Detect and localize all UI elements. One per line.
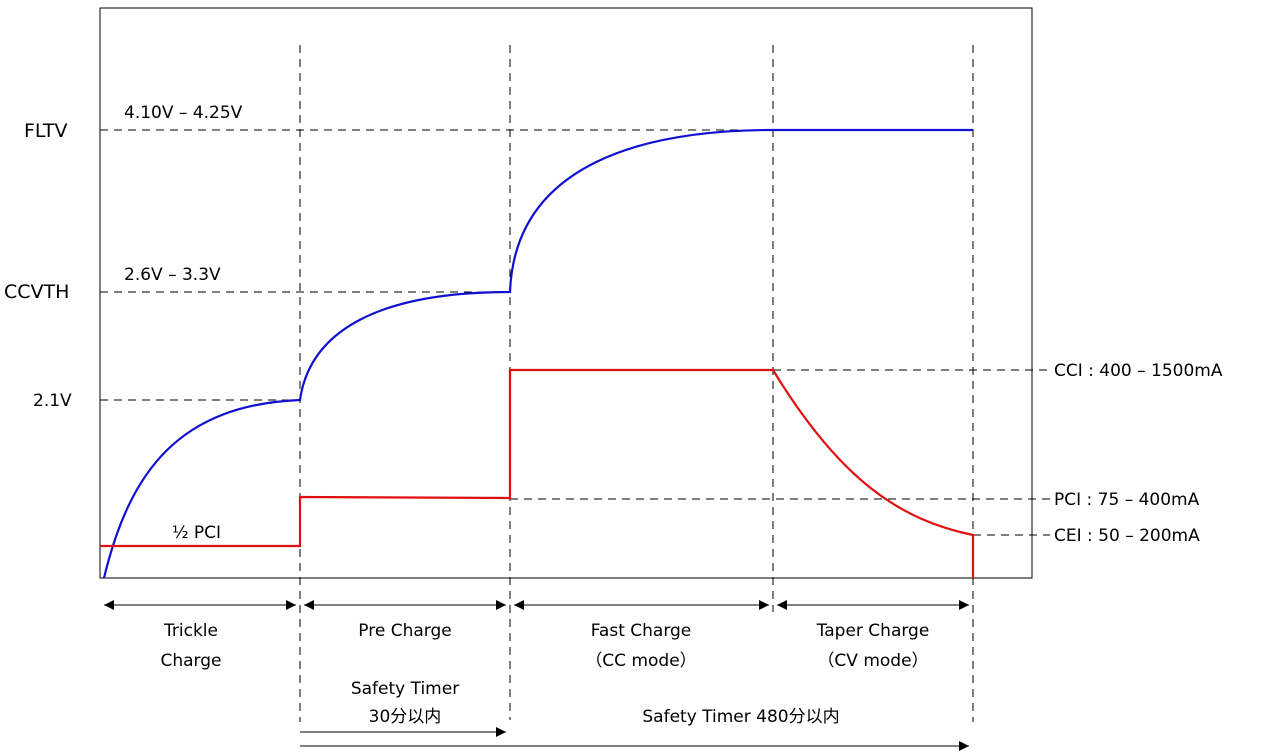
pci-label: PCI : 75 – 400mA [1054,490,1200,510]
cci-label: CCI : 400 – 1500mA [1054,361,1223,381]
phase-label-trickle-2: Charge [160,651,221,671]
phase-label-fast-1: Fast Charge [591,621,692,641]
safety-timer-total-label: Safety Timer 480分以内 [642,707,839,727]
safety-timer-pre-line2: 30分以内 [369,707,442,727]
voltage-curve [102,128,973,579]
phase-label-taper-2: （CV mode） [817,651,928,671]
phase-label-pre-1: Pre Charge [358,621,451,641]
phase-label-taper-1: Taper Charge [816,621,930,641]
current-curve [100,368,975,578]
v21-label: 2.1V [33,391,72,411]
fltv-range-label: 4.10V – 4.25V [124,103,243,123]
safety-timer-pre-line1: Safety Timer [351,679,459,699]
phase-label-trickle-1: Trickle [163,621,218,641]
ccvth-label: CCVTH [4,281,69,303]
fltv-label: FLTV [24,120,68,142]
cei-label: CEI : 50 – 200mA [1054,526,1200,546]
phase-label-fast-2: （CC mode） [585,651,696,671]
ccvth-range-label: 2.6V – 3.3V [124,265,221,285]
half-pci-label: ½ PCI [172,523,221,543]
plot-frame [99,7,1033,579]
